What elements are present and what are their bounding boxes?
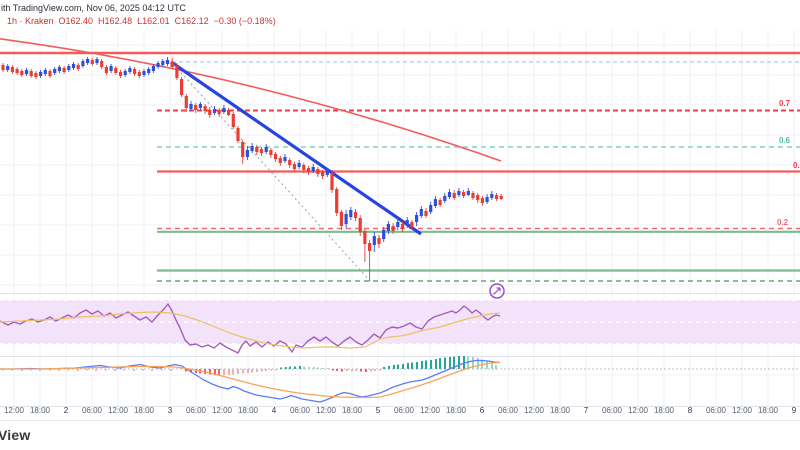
svg-text:0.5: 0.5 [793,161,800,170]
svg-text:18:00: 18:00 [238,406,259,415]
svg-text:06:00: 06:00 [82,406,103,415]
svg-text:06:00: 06:00 [186,406,207,415]
svg-text:18:00: 18:00 [30,406,51,415]
svg-text:12:00: 12:00 [732,406,753,415]
svg-text:0.6: 0.6 [779,136,791,145]
red-trendline [0,38,502,162]
svg-text:9: 9 [792,406,797,415]
svg-text:5: 5 [376,406,381,415]
svg-text:06:00: 06:00 [498,406,519,415]
trendlines [170,60,422,283]
tradingview-logo-text: View [0,427,31,443]
fib-labels: 0.7 0.6 0.2 0.5 [777,99,800,227]
svg-text:0.7: 0.7 [779,99,791,108]
svg-text:0.2: 0.2 [777,218,789,227]
svg-text:2: 2 [64,406,69,415]
svg-text:18:00: 18:00 [446,406,467,415]
svg-text:6: 6 [480,406,485,415]
pane-separators [0,293,800,421]
svg-text:06:00: 06:00 [394,406,415,415]
svg-text:12:00: 12:00 [108,406,129,415]
rsi-pane [0,299,800,354]
svg-text:8: 8 [688,406,693,415]
svg-text:3: 3 [168,406,173,415]
svg-text:06:00: 06:00 [290,406,311,415]
svg-text:4: 4 [272,406,277,415]
publish-attribution-text: ith TradingView.com, Nov 06, 2025 04:12 … [1,3,186,13]
svg-text:12:00: 12:00 [524,406,545,415]
candlestick-series [1,57,503,281]
svg-text:18:00: 18:00 [134,406,155,415]
svg-text:18:00: 18:00 [550,406,571,415]
svg-text:18:00: 18:00 [758,406,779,415]
symbol-ohlc-legend: 1h · Kraken O162.40 H162.48 L162.01 C162… [7,16,276,26]
time-axis: 12:00 18:00 2 06:00 12:00 18:00 3 06:00 12:00 18:… [4,406,797,415]
macd-pane [0,356,800,403]
svg-text:12:00: 12:00 [4,406,25,415]
svg-text:06:00: 06:00 [706,406,727,415]
svg-text:18:00: 18:00 [654,406,675,415]
svg-text:06:00: 06:00 [602,406,623,415]
svg-text:7: 7 [584,406,589,415]
svg-text:12:00: 12:00 [628,406,649,415]
svg-text:12:00: 12:00 [316,406,337,415]
purple-marker-icon [489,283,505,299]
svg-text:12:00: 12:00 [212,406,233,415]
svg-text:12:00: 12:00 [420,406,441,415]
price-levels [0,51,800,282]
svg-text:18:00: 18:00 [342,406,363,415]
red-trendline [0,38,502,162]
